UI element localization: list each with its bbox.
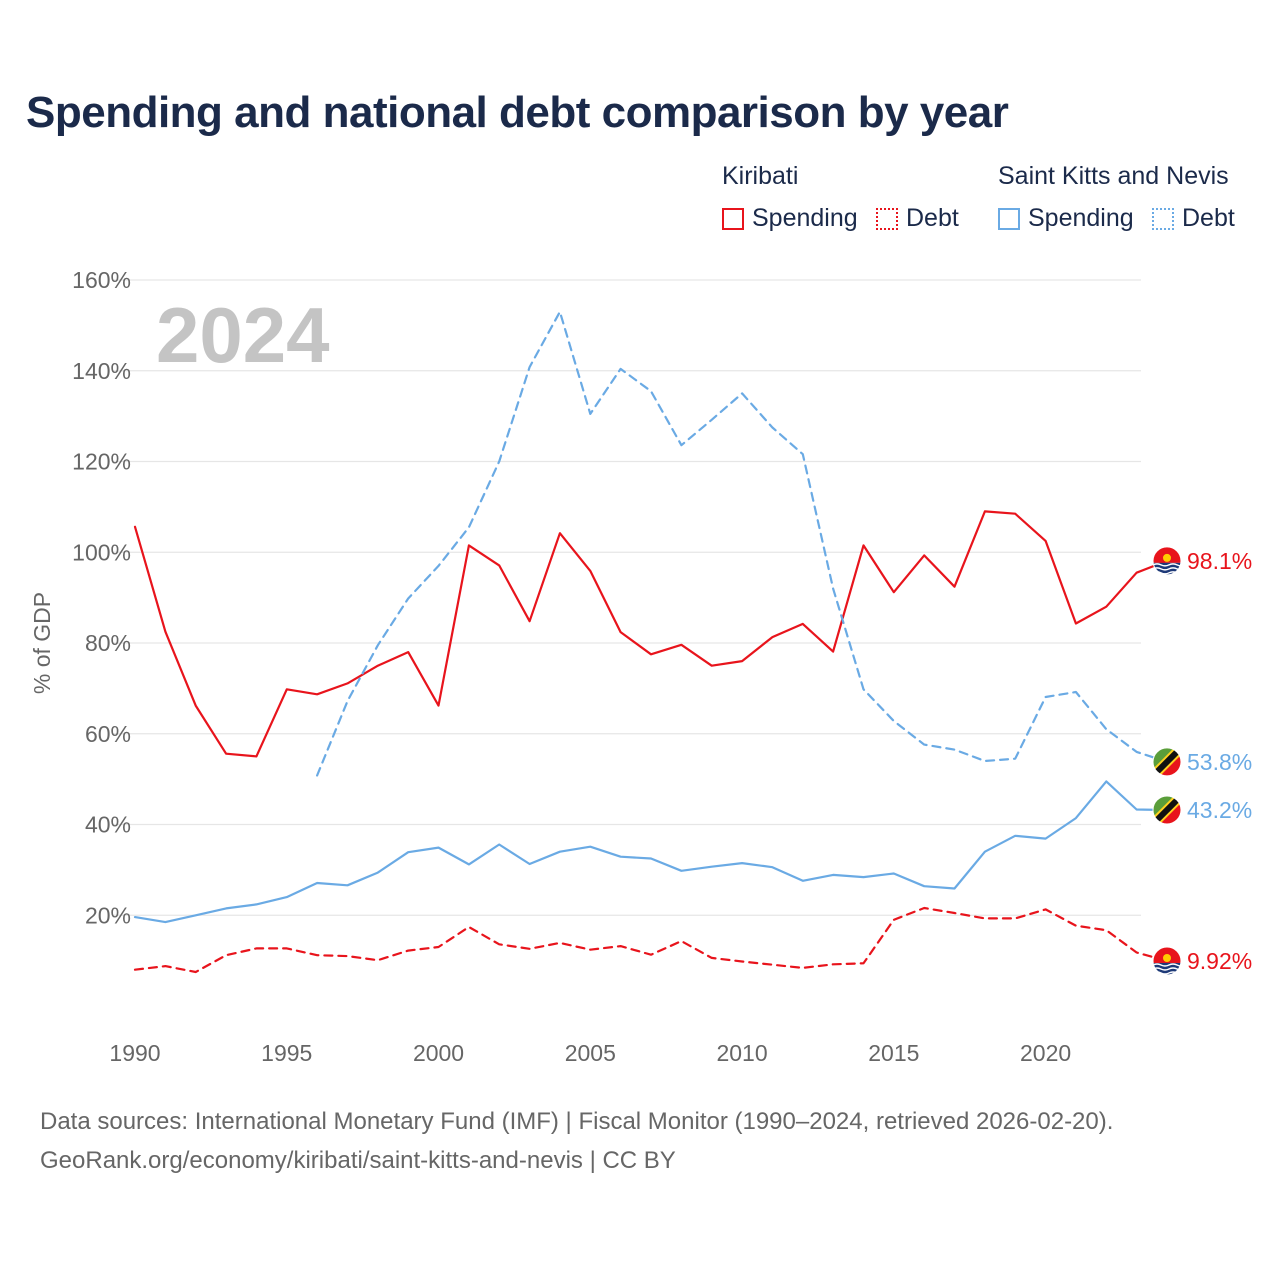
legend-item-spending[interactable]: Spending (722, 204, 858, 233)
y-tick-label: 20% (85, 902, 131, 928)
x-tick-label: 2020 (1020, 1040, 1071, 1066)
x-tick-label: 1995 (261, 1040, 312, 1066)
end-value-label: 43.2% (1187, 797, 1252, 823)
footer-sources: Data sources: International Monetary Fun… (40, 1108, 1114, 1135)
legend-item-label: Debt (906, 204, 959, 232)
legend-swatch (722, 207, 744, 230)
y-tick-label: 140% (72, 358, 131, 384)
end-flag-marker-3 (1152, 747, 1182, 777)
y-tick-label: 80% (85, 630, 131, 656)
y-tick-label: 120% (72, 449, 131, 475)
end-markers: 98.1% 9.92% 43.2% 53.8% (1152, 546, 1252, 976)
end-value-label: 9.92% (1187, 948, 1252, 974)
x-tick-label: 2015 (868, 1040, 919, 1066)
year-watermark: 2024 (156, 291, 330, 379)
end-flag-marker-0 (1152, 546, 1182, 576)
legend-country-label: Saint Kitts and Nevis (998, 162, 1229, 190)
legend-item-debt[interactable]: Debt (876, 204, 959, 233)
chart-title: Spending and national debt comparison by… (26, 88, 1009, 137)
y-tick-label: 40% (85, 812, 131, 838)
y-tick-label: 100% (72, 539, 131, 565)
x-tick-label: 1990 (109, 1040, 160, 1066)
legend-item-spending[interactable]: Spending (998, 204, 1134, 233)
y-tick-label: 160% (72, 267, 131, 293)
legend-item-label: Spending (752, 204, 858, 232)
footer-attribution[interactable]: GeoRank.org/economy/kiribati/saint-kitts… (40, 1147, 676, 1174)
legend-item-label: Spending (1028, 204, 1134, 232)
legend-swatch (998, 207, 1020, 230)
legend-country-label: Kiribati (722, 162, 799, 190)
series-line-kiribati-debt (133, 906, 1169, 974)
chart-canvas: 20% 40% 60% 80% 100% 120% 140% 160% 1990 1995 2000… (29, 267, 1252, 1066)
x-tick-label: 2000 (413, 1040, 464, 1066)
end-flag-marker-1 (1152, 946, 1182, 976)
legend-item-label: Debt (1182, 204, 1235, 232)
series-line-saint-kitts-and-nevis-spending (133, 780, 1169, 924)
axes: 20% 40% 60% 80% 100% 120% 140% 160% 1990 1995 2000… (29, 267, 1071, 1066)
legend-swatch (1152, 207, 1174, 230)
gridlines (112, 279, 1141, 916)
series-line-kiribati-spending (133, 510, 1169, 758)
series-lines (133, 310, 1169, 974)
x-tick-label: 2010 (716, 1040, 767, 1066)
legend-swatch (876, 207, 898, 230)
end-flag-marker-2 (1152, 795, 1182, 825)
end-value-label: 53.8% (1187, 749, 1252, 775)
x-tick-label: 2005 (565, 1040, 616, 1066)
legend-item-debt[interactable]: Debt (1152, 204, 1235, 233)
y-axis-label: % of GDP (29, 592, 55, 694)
y-tick-label: 60% (85, 721, 131, 747)
end-value-label: 98.1% (1187, 548, 1252, 574)
series-line-saint-kitts-and-nevis-debt (316, 310, 1169, 777)
